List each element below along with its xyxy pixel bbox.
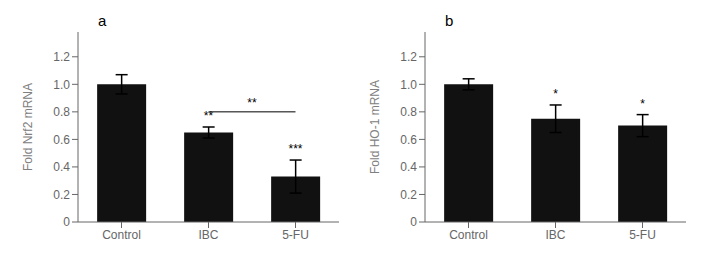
svg-text:5-FU: 5-FU <box>629 228 656 242</box>
svg-text:0: 0 <box>63 215 70 229</box>
svg-text:0.8: 0.8 <box>400 105 417 119</box>
svg-text:0: 0 <box>410 215 417 229</box>
svg-text:Control: Control <box>449 228 488 242</box>
svg-text:IBC: IBC <box>545 228 565 242</box>
svg-text:1.2: 1.2 <box>400 50 417 64</box>
svg-text:Fold Nrf2 mRNA: Fold Nrf2 mRNA <box>21 83 35 171</box>
svg-text:5-FU: 5-FU <box>282 228 309 242</box>
svg-text:0.4: 0.4 <box>400 160 417 174</box>
svg-text:0.6: 0.6 <box>53 133 70 147</box>
svg-text:1.2: 1.2 <box>53 50 70 64</box>
svg-text:***: *** <box>288 142 302 156</box>
svg-text:0.2: 0.2 <box>53 188 70 202</box>
svg-text:Fold HO-1 mRNA: Fold HO-1 mRNA <box>368 80 382 174</box>
html-text:b: b <box>445 12 454 29</box>
svg-text:**: ** <box>204 109 214 123</box>
svg-text:0.6: 0.6 <box>400 133 417 147</box>
svg-text:Control: Control <box>102 228 141 242</box>
svg-text:0.8: 0.8 <box>53 105 70 119</box>
svg-text:*: * <box>640 97 645 111</box>
svg-text:1.0: 1.0 <box>400 78 417 92</box>
svg-text:**: ** <box>247 96 257 110</box>
svg-text:*: * <box>553 87 558 101</box>
svg-text:0.4: 0.4 <box>53 160 70 174</box>
svg-text:1.0: 1.0 <box>53 78 70 92</box>
svg-text:0.2: 0.2 <box>400 188 417 202</box>
html-text:a: a <box>98 12 107 29</box>
svg-text:IBC: IBC <box>198 228 218 242</box>
